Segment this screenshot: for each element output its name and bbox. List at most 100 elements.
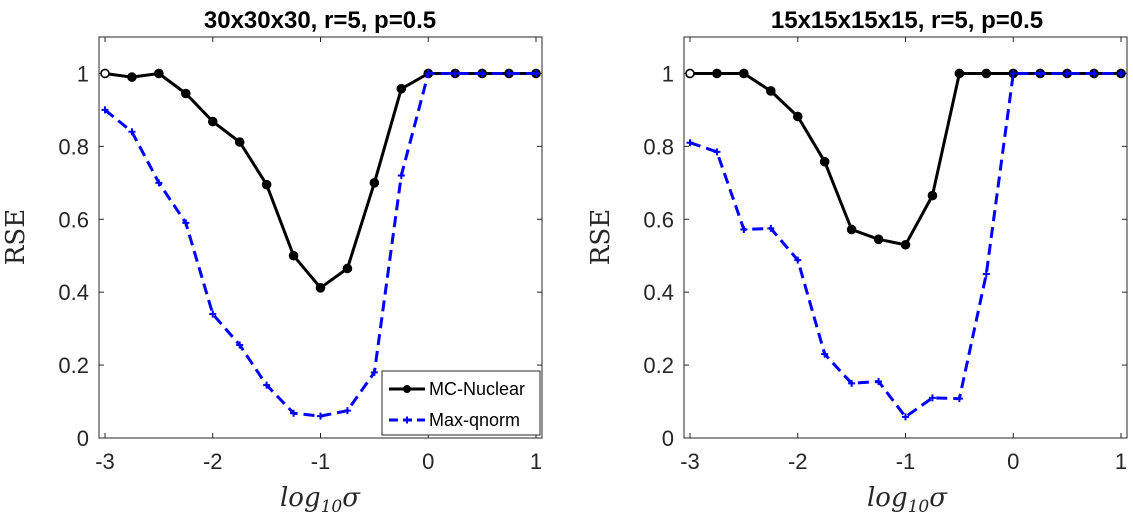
data-point-max-qnorm xyxy=(740,225,748,233)
data-point-mc-nuclear xyxy=(261,179,272,190)
data-point-mc-nuclear xyxy=(712,68,722,79)
x-tick-label: 1 xyxy=(530,449,542,474)
x-axis-label: log10σ xyxy=(867,483,948,517)
plot-area xyxy=(683,36,1128,439)
data-point-max-qnorm xyxy=(397,172,405,180)
series-line-max-qnorm xyxy=(689,72,1121,419)
y-tick-label: 0.4 xyxy=(643,280,674,305)
data-point-max-qnorm xyxy=(955,395,963,403)
y-tick-label: 0.2 xyxy=(643,353,674,378)
data-point-mc-nuclear xyxy=(900,239,911,250)
y-tick-label: 0.8 xyxy=(643,134,674,159)
chart-title: 30x30x30, r=5, p=0.5 xyxy=(204,7,436,34)
chart-panel-left: 30x30x30, r=5, p=0.5 0 0.2 0.4 0.6 0.8 1 -3 -2… xyxy=(1,7,543,517)
data-point-mc-nuclear xyxy=(927,190,938,201)
x-tick-labels: -3 -2 -1 0 1 xyxy=(95,37,542,474)
data-point-max-qnorm xyxy=(451,69,459,77)
data-point-mc-nuclear xyxy=(234,137,245,147)
data-point-mc-nuclear xyxy=(792,111,803,122)
data-point-max-qnorm xyxy=(478,69,486,77)
data-point-max-qnorm xyxy=(182,219,190,227)
data-point-max-qnorm xyxy=(263,381,271,389)
data-point-mc-nuclear xyxy=(369,178,380,188)
data-point-max-qnorm xyxy=(982,270,990,278)
data-point-mc-nuclear xyxy=(315,283,326,293)
y-tick-label: 1 xyxy=(77,61,89,86)
y-axis-label: RSE xyxy=(586,209,616,265)
data-point-max-qnorm xyxy=(209,310,217,318)
x-tick-label: 1 xyxy=(1115,449,1127,474)
y-tick-label: 1 xyxy=(662,61,674,86)
data-point-mc-nuclear xyxy=(207,116,218,127)
data-point-mc-nuclear xyxy=(981,68,992,79)
data-point-mc-nuclear xyxy=(181,88,191,99)
data-point-max-qnorm xyxy=(686,139,694,147)
y-tick-label: 0.4 xyxy=(58,280,89,305)
data-point-mc-nuclear xyxy=(288,250,299,261)
data-point-max-qnorm xyxy=(290,409,298,417)
data-point-max-qnorm xyxy=(317,412,324,420)
data-point-mc-nuclear xyxy=(154,68,164,79)
data-point-max-qnorm xyxy=(1036,69,1044,77)
data-point-max-qnorm xyxy=(875,377,883,385)
data-point-max-qnorm xyxy=(155,179,163,187)
data-point-max-qnorm xyxy=(713,148,721,156)
data-point-mc-nuclear xyxy=(819,156,830,167)
data-point-max-qnorm xyxy=(1009,69,1017,77)
x-tick-label: -3 xyxy=(680,449,700,474)
x-tick-label: -2 xyxy=(203,449,223,474)
x-tick-label: 0 xyxy=(1007,449,1019,474)
legend-label-max-qnorm: Max-qnorm xyxy=(429,410,520,430)
y-tick-label: 0.2 xyxy=(58,353,89,378)
legend-label-mc-nuclear: MC-Nuclear xyxy=(429,379,525,399)
data-point-mc-nuclear xyxy=(127,72,137,82)
data-point-mc-nuclear xyxy=(739,68,749,79)
data-point-max-qnorm xyxy=(902,413,909,421)
data-point-mc-nuclear xyxy=(100,68,110,79)
data-point-mc-nuclear xyxy=(396,83,407,94)
data-point-max-qnorm xyxy=(1117,69,1125,77)
data-point-max-qnorm xyxy=(821,350,829,358)
data-point-max-qnorm xyxy=(928,394,936,402)
x-tick-label: 0 xyxy=(422,449,434,474)
series-layer xyxy=(100,68,541,420)
data-point-mc-nuclear xyxy=(766,86,776,96)
data-point-max-qnorm xyxy=(767,224,775,232)
y-tick-labels: 0 0.2 0.4 0.6 0.8 1 xyxy=(58,61,542,451)
y-tick-label: 0 xyxy=(662,426,674,451)
chart-title: 15x15x15x15, r=5, p=0.5 xyxy=(771,7,1043,34)
data-point-mc-nuclear xyxy=(342,263,353,274)
data-point-mc-nuclear xyxy=(685,68,695,79)
legend-marker-max-qnorm xyxy=(403,416,411,424)
data-point-max-qnorm xyxy=(532,69,540,77)
legend-marker-mc-nuclear xyxy=(403,385,411,393)
data-point-max-qnorm xyxy=(370,368,378,376)
data-point-max-qnorm xyxy=(794,256,802,264)
data-point-max-qnorm xyxy=(505,69,513,77)
x-tick-labels: -3 -2 -1 0 1 xyxy=(680,37,1127,474)
data-point-max-qnorm xyxy=(236,341,244,349)
y-tick-label: 0.8 xyxy=(58,134,89,159)
data-point-mc-nuclear xyxy=(873,234,884,245)
data-point-max-qnorm xyxy=(1063,69,1071,77)
x-tick-label: -1 xyxy=(311,449,331,474)
legend-box xyxy=(381,370,541,436)
y-axis-label: RSE xyxy=(1,209,31,265)
data-point-max-qnorm xyxy=(848,379,856,387)
chart-panel-right: 15x15x15x15, r=5, p=0.5 0 0.2 0.4 0.6 0.8 1 -… xyxy=(586,7,1128,517)
data-point-mc-nuclear xyxy=(954,68,965,79)
legend: MC-Nuclear Max-qnorm xyxy=(381,370,541,436)
data-point-max-qnorm xyxy=(101,106,109,114)
x-axis-label: log10σ xyxy=(280,483,361,517)
x-tick-label: -2 xyxy=(788,449,808,474)
y-tick-label: 0 xyxy=(77,426,89,451)
x-tick-label: -1 xyxy=(896,449,916,474)
data-point-max-qnorm xyxy=(1090,69,1098,77)
data-point-max-qnorm xyxy=(128,128,136,136)
data-point-max-qnorm xyxy=(424,69,432,77)
y-tick-labels: 0 0.2 0.4 0.6 0.8 1 xyxy=(643,61,1127,451)
x-tick-label: -3 xyxy=(95,449,115,474)
data-point-max-qnorm xyxy=(343,407,351,415)
y-tick-label: 0.6 xyxy=(58,207,89,232)
